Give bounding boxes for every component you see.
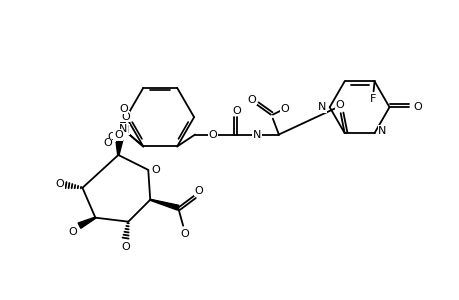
Polygon shape — [150, 199, 179, 210]
Text: O: O — [107, 131, 116, 142]
Text: O: O — [103, 139, 112, 148]
Text: O: O — [68, 226, 77, 237]
Text: O: O — [151, 165, 160, 175]
Text: O: O — [280, 103, 289, 114]
Text: O: O — [121, 242, 129, 252]
Text: O: O — [412, 102, 421, 112]
Text: N: N — [119, 124, 127, 134]
Text: O: O — [180, 229, 189, 238]
Text: O: O — [194, 186, 203, 196]
Polygon shape — [78, 217, 95, 228]
Text: O: O — [121, 112, 129, 122]
Text: O: O — [119, 103, 128, 114]
Polygon shape — [116, 140, 123, 155]
Text: O: O — [247, 95, 256, 105]
Text: N: N — [317, 102, 325, 112]
Text: O: O — [232, 106, 241, 116]
Text: N: N — [121, 124, 129, 134]
Text: O: O — [335, 100, 343, 110]
Text: F: F — [369, 94, 375, 104]
Text: O: O — [208, 130, 217, 140]
Text: O: O — [55, 179, 64, 189]
Text: N: N — [252, 130, 261, 140]
Text: O: O — [114, 130, 123, 140]
Text: N: N — [378, 126, 386, 136]
